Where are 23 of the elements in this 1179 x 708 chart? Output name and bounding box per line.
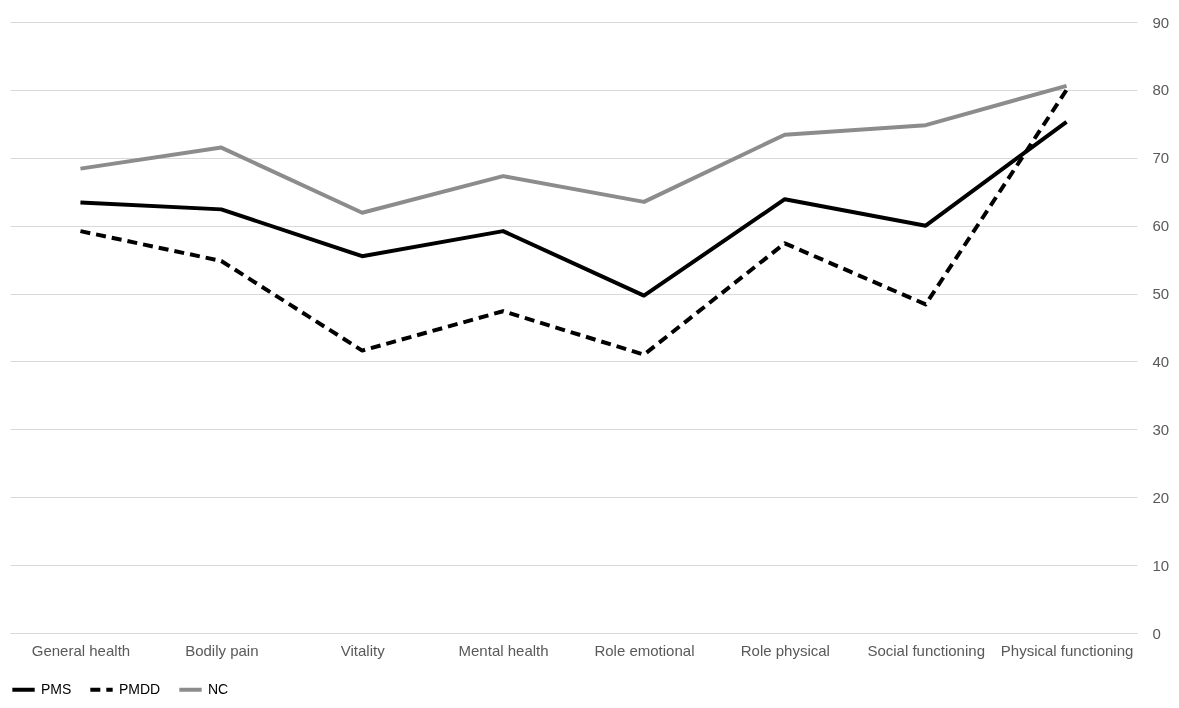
line-series	[78, 83, 1069, 215]
x-tick-label: Mental health	[458, 641, 549, 659]
x-tick-label: General health	[31, 641, 131, 659]
x-tick-label: Physical functioning	[1000, 641, 1134, 659]
y-tick-label: 50	[1152, 285, 1170, 303]
y-tick-label: 90	[1152, 13, 1170, 31]
x-tick-label: Role emotional	[594, 641, 695, 659]
line-series	[78, 87, 1069, 357]
y-tick-label: 80	[1152, 81, 1170, 99]
y-tick-label: 60	[1152, 217, 1170, 235]
legend-label: NC	[208, 680, 229, 697]
y-tick-label: 10	[1152, 556, 1170, 574]
legend-label: PMDD	[119, 680, 161, 697]
y-tick-label: 20	[1152, 488, 1170, 506]
x-tick-label: Social functioning	[867, 641, 985, 659]
legend-label: PMS	[41, 680, 72, 697]
x-tick-label: Vitality	[340, 641, 386, 659]
y-tick-label: 30	[1152, 420, 1170, 438]
y-tick-label: 0	[1152, 624, 1161, 642]
x-tick-label: Bodily pain	[185, 641, 259, 659]
y-tick-label: 70	[1152, 149, 1170, 167]
x-tick-label: Role physical	[740, 641, 830, 659]
y-tick-label: 40	[1152, 352, 1170, 370]
